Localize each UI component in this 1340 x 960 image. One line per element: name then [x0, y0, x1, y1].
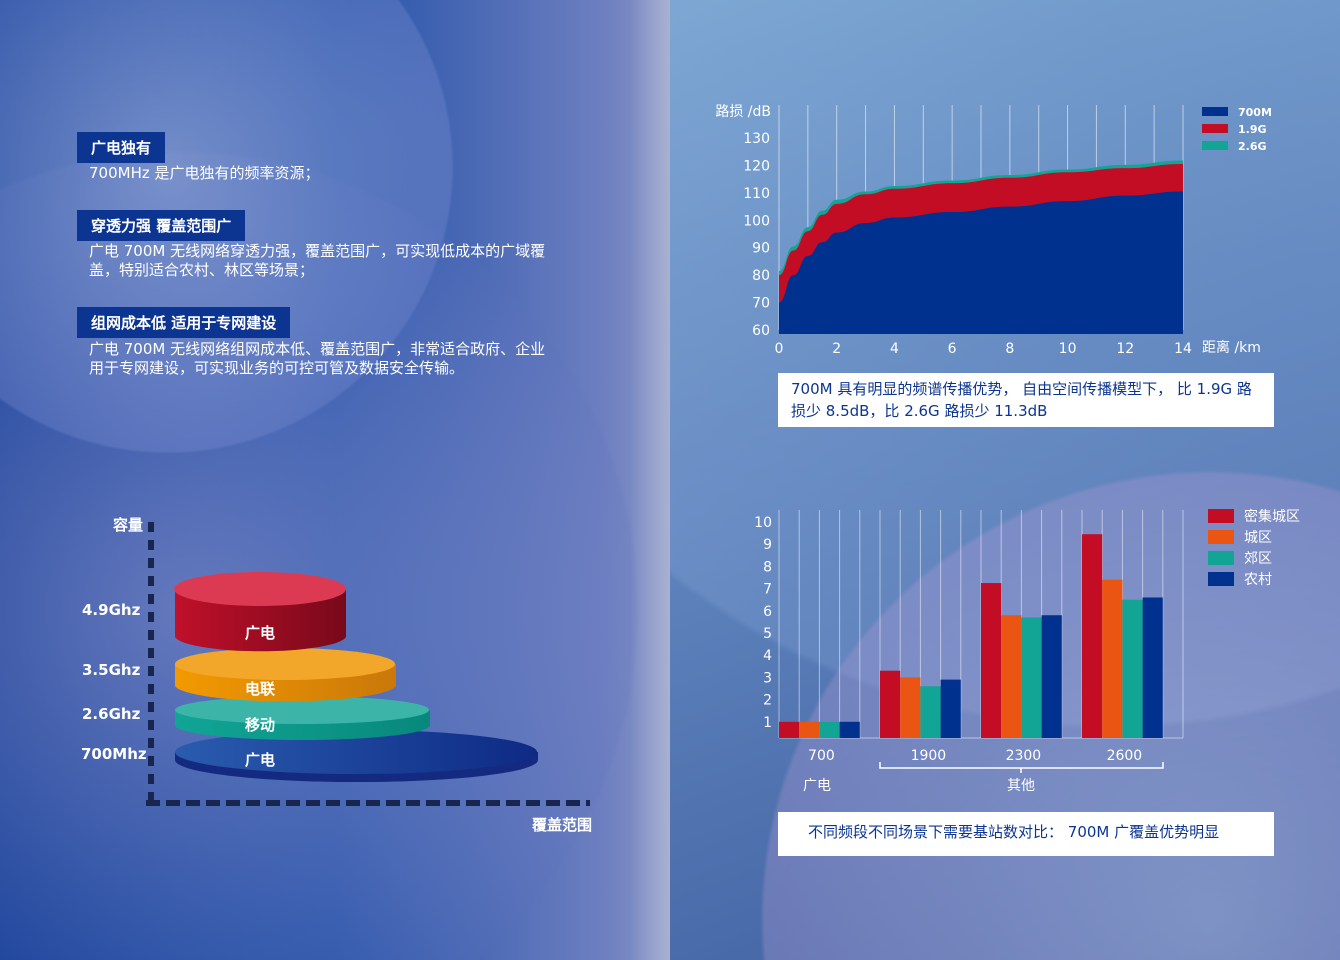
y-tick-label: 7 — [763, 582, 772, 598]
path-loss-note: 700M 具有明显的频谱传播优势， 自由空间传播模型下， 比 1.9G 路损少 … — [778, 373, 1274, 427]
legend-swatch — [1208, 509, 1234, 523]
legend-swatch — [1208, 551, 1234, 565]
group-bracket — [879, 762, 1164, 773]
x-tick-label: 14 — [1174, 341, 1192, 357]
disc-4-9ghz — [174, 572, 346, 652]
bar-农村-700 — [839, 721, 860, 738]
bar-密集城区-2300 — [981, 583, 1002, 738]
x-tick-label: 2600 — [1107, 748, 1143, 764]
legend-label: 农村 — [1244, 572, 1272, 588]
y-tick-label: 8 — [763, 559, 772, 575]
legend-label: 密集城区 — [1244, 508, 1300, 525]
x-tick-label: 1900 — [911, 748, 947, 764]
y-axis-label: 容量 — [113, 516, 144, 534]
section-body: 广电 700M 无线网络穿透力强，覆盖范围广，可实现低成本的广域覆盖，特别适合农… — [89, 242, 546, 279]
y-tick-label: 5 — [763, 626, 772, 642]
section-heading: 组网成本低 适用于专网建设 — [77, 307, 291, 338]
bar-农村-2300 — [1041, 615, 1062, 738]
x-tick-label: 10 — [1059, 341, 1077, 357]
path-loss-chart: 60 70 80 90 100 110 120 130 0 2 4 6 8 10 12 14 路损 /dB 距离 … — [715, 104, 1272, 357]
y-axis-label: 路损 /dB — [715, 104, 771, 120]
x-tick-label: 4 — [890, 341, 899, 357]
bar-郊区-2600 — [1122, 599, 1143, 738]
y-tick-label: 70 — [752, 296, 770, 312]
band-label: 4.9Ghz — [82, 601, 141, 619]
operator-label: 移动 — [245, 716, 276, 734]
x-tick-label: 2 — [832, 341, 841, 357]
area-series-700M — [779, 191, 1183, 334]
y-tick-label: 3 — [763, 670, 772, 686]
band-label: 700Mhz — [81, 745, 147, 763]
operator-label: 广电 — [245, 751, 276, 769]
x-tick-label: 6 — [948, 341, 957, 357]
x-tick-label: 700 — [808, 748, 835, 764]
x-tick-label: 2300 — [1006, 748, 1042, 764]
x-axis-label: 覆盖范围 — [532, 816, 593, 834]
bar-郊区-1900 — [920, 686, 941, 738]
legend-swatch — [1202, 141, 1228, 150]
operator-label: 电联 — [245, 680, 276, 698]
page-fold-shadow — [630, 0, 670, 960]
bar-密集城区-700 — [779, 721, 800, 738]
bar-城区-700 — [799, 721, 820, 738]
disc-2-6ghz — [175, 696, 430, 741]
bar-农村-1900 — [940, 679, 961, 738]
bar-密集城区-1900 — [880, 670, 901, 738]
right-page — [670, 0, 1340, 960]
y-tick-label: 90 — [752, 241, 770, 257]
bar-城区-1900 — [900, 677, 921, 738]
legend-label: 郊区 — [1244, 550, 1272, 567]
capacity-diagram — [146, 522, 590, 806]
base-station-note: 不同频段不同场景下需要基站数对比： 700M 广覆盖优势明显 — [778, 812, 1274, 856]
x-tick-label: 8 — [1005, 341, 1014, 357]
legend-swatch — [1208, 572, 1234, 586]
y-tick-label: 9 — [763, 537, 772, 553]
y-tick-label: 2 — [763, 693, 772, 709]
y-tick-label: 6 — [763, 604, 772, 620]
y-tick-label: 80 — [752, 268, 770, 284]
y-tick-label: 4 — [763, 648, 772, 664]
x-tick-label: 0 — [775, 341, 784, 357]
x-tick-label: 12 — [1116, 341, 1134, 357]
legend-swatch — [1202, 124, 1228, 133]
legend-label: 2.6G — [1238, 140, 1267, 153]
bar-城区-2600 — [1102, 579, 1123, 738]
bar-郊区-2300 — [1021, 617, 1042, 738]
section-body: 700MHz 是广电独有的频率资源； — [89, 164, 320, 182]
legend-label: 700M — [1238, 106, 1272, 119]
y-tick-label: 100 — [743, 213, 770, 229]
bar-城区-2300 — [1001, 615, 1022, 738]
band-label: 2.6Ghz — [82, 705, 141, 723]
operator-label: 广电 — [245, 624, 276, 642]
legend-label: 1.9G — [1238, 123, 1267, 136]
section-heading: 穿透力强 覆盖范围广 — [77, 210, 246, 241]
y-tick-label: 1 — [763, 715, 772, 731]
y-tick-label: 10 — [754, 515, 772, 531]
bar-郊区-700 — [819, 721, 840, 738]
group-label: 其他 — [1007, 778, 1035, 794]
disc-700mhz — [175, 730, 538, 783]
band-label: 3.5Ghz — [82, 661, 141, 679]
disc-3-5ghz — [175, 648, 396, 702]
y-tick-label: 60 — [752, 323, 770, 339]
y-tick-label: 120 — [743, 158, 770, 174]
bar-密集城区-2600 — [1082, 534, 1103, 738]
x-axis-label: 距离 /km — [1202, 339, 1261, 356]
y-tick-label: 130 — [743, 131, 770, 147]
section-heading: 广电独有 — [77, 132, 166, 163]
y-tick-label: 110 — [743, 186, 770, 202]
section-body: 广电 700M 无线网络组网成本低、覆盖范围广，非常适合政府、企业用于专网建设，… — [89, 340, 546, 377]
legend-swatch — [1208, 530, 1234, 544]
legend-swatch — [1202, 107, 1228, 116]
legend-label: 城区 — [1244, 530, 1272, 546]
bar-农村-2600 — [1142, 597, 1163, 738]
group-label: 广电 — [803, 778, 831, 794]
left-page: 广电独有 700MHz 是广电独有的频率资源； 穿透力强 覆盖范围广 广电 70… — [0, 0, 670, 960]
